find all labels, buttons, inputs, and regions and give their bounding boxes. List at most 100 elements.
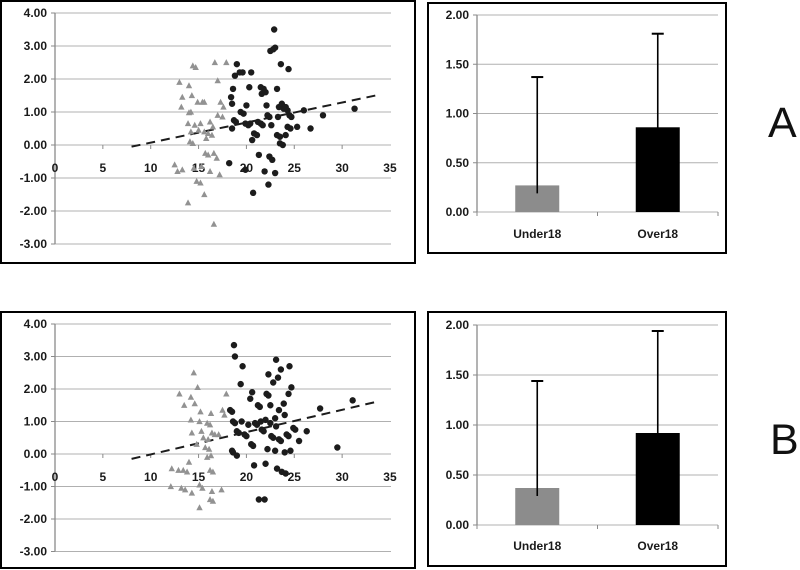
scatter-point-over18 bbox=[246, 84, 253, 91]
scatter-point-under18 bbox=[197, 408, 204, 415]
scatter-point-over18 bbox=[270, 46, 277, 53]
y-tick-label: 4.00 bbox=[24, 317, 48, 331]
scatter-point-over18 bbox=[293, 123, 301, 131]
scatter-point-under18 bbox=[214, 111, 221, 118]
scatter-point-over18 bbox=[282, 470, 289, 477]
y-tick-label: 2.00 bbox=[24, 72, 48, 86]
scatter-point-over18 bbox=[243, 102, 250, 109]
scatter-point-over18 bbox=[260, 428, 267, 435]
scatter-point-over18 bbox=[274, 374, 282, 381]
y-tick-label: 1.50 bbox=[446, 57, 470, 71]
scatter-a-canvas: 4.003.002.001.000.00-1.00-2.00-3.000 5 10 1… bbox=[20, 6, 397, 251]
scatter-point-over18 bbox=[274, 113, 282, 121]
scatter-point-under18 bbox=[216, 171, 223, 178]
scatter-point-over18 bbox=[264, 445, 271, 453]
scatter-point-under18 bbox=[197, 120, 204, 127]
scatter-point-over18 bbox=[249, 189, 257, 197]
scatter-point-over18 bbox=[227, 93, 235, 101]
scatter-point-under18 bbox=[193, 177, 200, 184]
x-tick-label: 35 bbox=[383, 161, 397, 175]
scatter-point-under18 bbox=[187, 393, 195, 400]
scatter-point-under18 bbox=[198, 163, 205, 170]
scatter-point-over18 bbox=[316, 405, 324, 412]
scatter-point-under18 bbox=[219, 113, 226, 120]
trend-line bbox=[131, 401, 376, 460]
scatter-point-over18 bbox=[245, 421, 252, 428]
scatter-point-under18 bbox=[178, 484, 185, 491]
scatter-point-under18 bbox=[203, 135, 210, 141]
scatter-point-over18 bbox=[334, 444, 341, 451]
y-tick-label: 1.00 bbox=[446, 418, 470, 432]
scatter-point-over18 bbox=[284, 107, 291, 114]
y-tick-label: 3.00 bbox=[24, 39, 48, 53]
scatter-point-under18 bbox=[181, 401, 188, 408]
bar-over18 bbox=[635, 127, 680, 212]
scatter-point-over18 bbox=[307, 125, 314, 132]
scatter-point-over18 bbox=[255, 151, 263, 159]
y-tick-label: 2.00 bbox=[446, 8, 470, 22]
scatter-point-over18 bbox=[247, 395, 254, 402]
scatter-point-over18 bbox=[228, 125, 236, 132]
scatter-point-under18 bbox=[201, 128, 208, 135]
scatter-point-under18 bbox=[204, 130, 212, 137]
scatter-point-over18 bbox=[243, 432, 250, 440]
scatter-point-over18 bbox=[233, 452, 241, 459]
panel-label-a: A bbox=[768, 99, 797, 147]
scatter-point-over18 bbox=[261, 168, 268, 175]
scatter-point-over18 bbox=[231, 419, 239, 427]
scatter-point-over18 bbox=[268, 122, 275, 129]
scatter-point-over18 bbox=[248, 136, 256, 144]
x-tick-label: 30 bbox=[335, 470, 349, 484]
scatter-point-under18 bbox=[218, 486, 225, 493]
scatter-point-under18 bbox=[207, 409, 215, 416]
scatter-point-under18 bbox=[208, 487, 216, 494]
scatter-point-under18 bbox=[194, 383, 201, 390]
scatter-point-under18 bbox=[194, 98, 201, 105]
scatter-point-under18 bbox=[197, 179, 204, 186]
scatter-point-over18 bbox=[292, 426, 299, 433]
scatter-point-under18 bbox=[206, 168, 214, 174]
scatter-point-over18 bbox=[277, 437, 285, 445]
category-label: Under18 bbox=[513, 227, 561, 241]
y-tick-label: 1.50 bbox=[446, 368, 470, 382]
scatter-point-under18 bbox=[211, 59, 219, 66]
scatter-point-over18 bbox=[230, 341, 238, 349]
scatter-point-under18 bbox=[187, 416, 195, 423]
scatter-point-over18 bbox=[271, 415, 279, 422]
scatter-point-over18 bbox=[351, 105, 358, 112]
bar-b-canvas: 2.00 1.50 1.00 0.50 0.00 Under18 Over18 bbox=[446, 318, 719, 553]
x-tick-label: 10 bbox=[144, 470, 158, 484]
scatter-point-over18 bbox=[272, 423, 280, 430]
scatter-point-under18 bbox=[189, 139, 197, 146]
scatter-point-over18 bbox=[228, 408, 236, 415]
scatter-point-over18 bbox=[285, 432, 292, 440]
scatter-point-over18 bbox=[225, 159, 233, 167]
scatter-point-under18 bbox=[213, 154, 220, 161]
scatter-point-over18 bbox=[266, 113, 273, 121]
y-tick-label: 0.50 bbox=[446, 468, 470, 482]
y-tick-label: -1.00 bbox=[20, 171, 48, 185]
scatter-point-under18 bbox=[205, 445, 213, 452]
y-tick-label: 0.00 bbox=[24, 447, 48, 461]
y-tick-label: 0.00 bbox=[446, 205, 470, 219]
scatter-point-over18 bbox=[228, 100, 236, 107]
scatter-point-under18 bbox=[210, 149, 218, 156]
scatter-point-over18 bbox=[250, 462, 258, 469]
scatter-point-over18 bbox=[285, 390, 292, 398]
scatter-point-under18 bbox=[220, 103, 227, 110]
x-tick-label: 35 bbox=[383, 470, 397, 484]
scatter-point-over18 bbox=[259, 122, 266, 129]
scatter-point-over18 bbox=[256, 403, 264, 411]
scatter-point-under18 bbox=[183, 468, 191, 475]
scatter-point-under18 bbox=[179, 93, 186, 100]
scatter-point-under18 bbox=[202, 444, 209, 451]
scatter-point-under18 bbox=[204, 151, 212, 158]
y-tick-label: 0.50 bbox=[446, 156, 470, 170]
scatter-point-under18 bbox=[180, 466, 187, 473]
scatter-point-under18 bbox=[209, 123, 217, 130]
scatter-plot-b: 4.00 3.00 2.00 1.00 0.00 -1.00 -2.00 -3.00 0 5 10 1… bbox=[0, 311, 416, 569]
scatter-point-under18 bbox=[184, 199, 192, 206]
scatter-point-over18 bbox=[286, 363, 293, 370]
y-tick-label: 1.00 bbox=[446, 107, 470, 121]
